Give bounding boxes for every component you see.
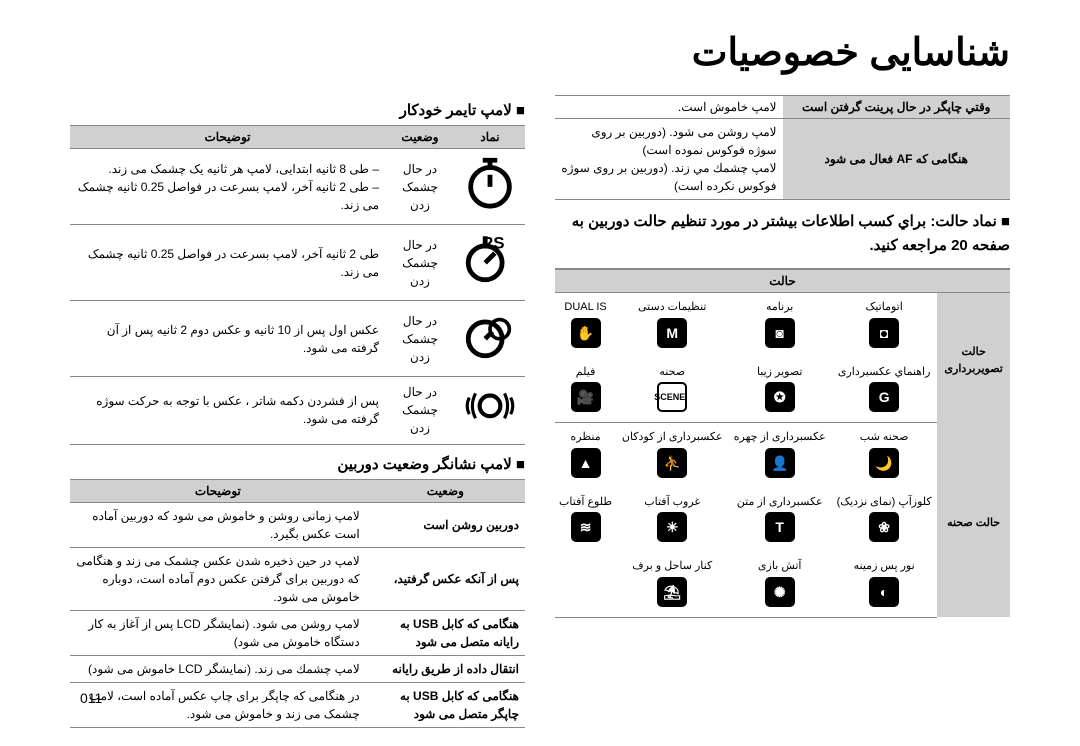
timer-lamp-header: لامپ تايمر خودکار bbox=[70, 101, 525, 119]
timer-lamp-table: نماد وضعيت توضيحات در حال چشمک زدن – طی … bbox=[70, 125, 525, 445]
st-d-3: لامپ چشمك می زند. (نمايشگر LCD خاموش می … bbox=[70, 655, 366, 682]
st-w-4: هنگامی که کابل USB به چاپگر متصل می شود bbox=[366, 682, 525, 727]
th-status: وضعيت bbox=[385, 126, 455, 149]
sc-dawn-icon: ≋ bbox=[555, 510, 616, 552]
sc3-3 bbox=[555, 552, 616, 575]
mode-beauty-icon: ✪ bbox=[728, 380, 831, 423]
sc-fireworks-icon: ✺ bbox=[728, 575, 831, 618]
st-d-2: لامپ روشن می شود. (نمايشگر LCD پس از آغا… bbox=[70, 610, 366, 655]
sc-night-icon: 🌙 bbox=[831, 446, 937, 488]
sc-children-icon: ⛹ bbox=[616, 446, 728, 488]
st-w-1: پس از آنکه عکس گرفتيد، bbox=[366, 547, 525, 610]
th-desc: توضيحات bbox=[70, 126, 385, 149]
print-status-table: وقتي چاپگر در حال پرينت گرفتن است لامپ خ… bbox=[555, 95, 1010, 200]
modes-header: حالت bbox=[555, 270, 1010, 293]
mode-program-icon: ◙ bbox=[728, 316, 831, 358]
st-d-1: لامپ در حين ذخيره شدن عکس چشمک می زند و … bbox=[70, 547, 366, 610]
sc-landscape-icon: ▲ bbox=[555, 446, 616, 488]
mr2-0: راهنماي عكسبرداری bbox=[831, 358, 937, 381]
mr2-2: صحنه bbox=[616, 358, 728, 381]
sc-backlight-icon: ◐ bbox=[831, 575, 937, 618]
sc-portrait-icon: 👤 bbox=[728, 446, 831, 488]
af-desc: لامپ روشن می شود. (دوربين بر روی سوژه فو… bbox=[555, 119, 783, 200]
timer-status-3: در حال چشمک زدن bbox=[385, 301, 455, 377]
timer-status-1: در حال چشمک زدن bbox=[385, 149, 455, 225]
th-status2: وضعيت bbox=[366, 479, 525, 502]
sc-closeup-icon: ❀ bbox=[831, 510, 937, 552]
timer-10s-icon bbox=[455, 149, 525, 225]
left-column: وقتي چاپگر در حال پرينت گرفتن است لامپ خ… bbox=[555, 95, 1010, 738]
mode-note: ■ نماد حالت: براي كسب اطلاعات بيشتر در م… bbox=[555, 210, 1010, 258]
mode-guide-icon: G bbox=[831, 380, 937, 423]
sc1-1: عکسبرداری از چهره bbox=[728, 423, 831, 446]
mh-0: اتوماتيک bbox=[831, 293, 937, 316]
sc-text-icon: T bbox=[728, 510, 831, 552]
print-th-l: وقتي چاپگر در حال پرينت گرفتن است bbox=[783, 96, 1011, 119]
timer-status-2: در حال چشمک زدن bbox=[385, 225, 455, 301]
th-desc2: توضيحات bbox=[70, 479, 366, 502]
mode-dualis-icon: ✋ bbox=[555, 316, 616, 358]
st-w-0: دوربين روشن است bbox=[366, 502, 525, 547]
mode-scene-icon: SCENE bbox=[616, 380, 728, 423]
right-column: لامپ تايمر خودکار نماد وضعيت توضيحات در … bbox=[70, 95, 525, 738]
mh-2: تنظيمات دستی bbox=[616, 293, 728, 316]
timer-desc-2: طی 2 ثانيه آخر، لامپ بسرعت در فواصل 0.25… bbox=[70, 225, 385, 301]
th-symbol: نماد bbox=[455, 126, 525, 149]
sc-sunset-icon: ☀ bbox=[616, 510, 728, 552]
timer-motion-icon bbox=[455, 377, 525, 445]
sc-beach-icon: ⛱ bbox=[616, 575, 728, 618]
timer-status-4: در حال چشمک زدن bbox=[385, 377, 455, 445]
mode-side-scene: حالت صحنه bbox=[937, 423, 1010, 618]
af-label: هنگامی که AF فعال می شود bbox=[783, 119, 1011, 200]
sc2-3: طلوع آفتاب bbox=[555, 488, 616, 511]
mode-auto-icon: ◘ bbox=[831, 316, 937, 358]
timer-double-icon bbox=[455, 301, 525, 377]
sc3-0: نور پس زمينه bbox=[831, 552, 937, 575]
timer-desc-3: عکس اول پس از 10 ثانيه و عکس دوم 2 ثانيه… bbox=[70, 301, 385, 377]
page-number: 011 bbox=[80, 690, 102, 706]
sc2-1: عکسبرداری از متن bbox=[728, 488, 831, 511]
st-d-0: لامپ زمانی روشن و خاموش می شود که دوربين… bbox=[70, 502, 366, 547]
mh-1: برنامه bbox=[728, 293, 831, 316]
timer-2s-icon: 2S bbox=[455, 225, 525, 301]
mr2-1: تصوير زيبا bbox=[728, 358, 831, 381]
modes-table: حالت حالت تصويربرداری اتوماتيک برنامه تن… bbox=[555, 269, 1010, 618]
sc2-2: غروب آفتاب bbox=[616, 488, 728, 511]
page-title: شناسايی خصوصيات bbox=[70, 30, 1010, 75]
sc3-1: آتش بازی bbox=[728, 552, 831, 575]
mode-note-text: نماد حالت: براي كسب اطلاعات بيشتر در مور… bbox=[572, 213, 1010, 254]
timer-desc-1: – طی 8 ثانيه ابتدايی، لامپ هر ثانيه يک چ… bbox=[70, 149, 385, 225]
svg-text:2S: 2S bbox=[484, 233, 505, 252]
st-w-3: انتقال داده از طريق رايانه bbox=[366, 655, 525, 682]
mh-3: DUAL IS bbox=[555, 293, 616, 316]
st-w-2: هنگامی که کابل USB به رايانه متصل می شود bbox=[366, 610, 525, 655]
sc1-2: عکسبرداری از کودکان bbox=[616, 423, 728, 446]
status-lamp-header: لامپ نشانگر وضعيت دوربين bbox=[70, 455, 525, 473]
st-d-4: در هنگامی که چاپگر برای چاپ عکس آماده اس… bbox=[70, 682, 366, 727]
mode-side-photo: حالت تصويربرداری bbox=[937, 293, 1010, 423]
print-th-r: لامپ خاموش است. bbox=[555, 96, 783, 119]
mode-manual-icon: M bbox=[616, 316, 728, 358]
timer-desc-4: پس از فشردن دکمه شاتر ، عکس با توجه به ح… bbox=[70, 377, 385, 445]
sc3-2: کنار ساحل و برف bbox=[616, 552, 728, 575]
sc2-0: کلوزآپ (نمای نزديک) bbox=[831, 488, 937, 511]
status-lamp-table: وضعيت توضيحات دوربين روشن استلامپ زمانی … bbox=[70, 479, 525, 728]
sc1-0: صحنه شب bbox=[831, 423, 937, 446]
mr2-3: فيلم bbox=[555, 358, 616, 381]
sc1-3: منظره bbox=[555, 423, 616, 446]
mode-movie-icon: 🎥 bbox=[555, 380, 616, 423]
